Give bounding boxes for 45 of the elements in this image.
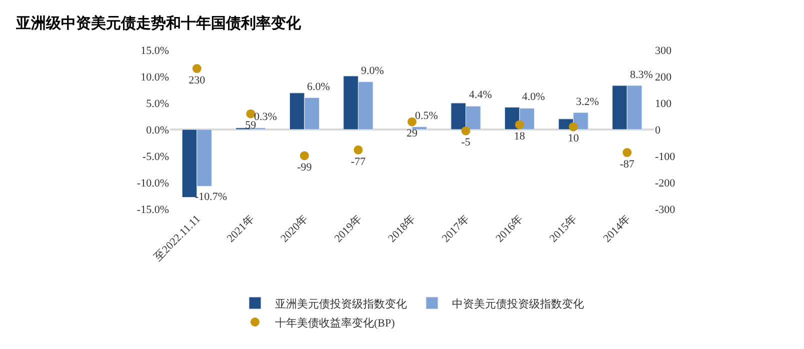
y2-tick-label: 100 — [655, 98, 672, 110]
legend-label: 中资美元债投资级指数变化 — [452, 297, 584, 310]
y2-tick-label: -300 — [655, 204, 676, 216]
y-tick-label: -15.0% — [136, 204, 169, 216]
point — [568, 122, 578, 132]
data-label: 3.2% — [576, 96, 599, 108]
data-label: 10 — [568, 132, 580, 145]
data-label: 4.0% — [522, 91, 545, 103]
point — [461, 126, 470, 136]
data-label: 8.3% — [630, 69, 653, 81]
data-label: -87 — [620, 158, 635, 170]
data-label: 230 — [188, 74, 206, 86]
data-label: 29 — [406, 128, 418, 140]
point — [192, 64, 202, 74]
data-label: -77 — [350, 156, 366, 168]
y-tick-label: -10.0% — [136, 177, 169, 190]
data-label: -5 — [461, 136, 471, 149]
legend-label: 十年美债收益率变化(BP) — [275, 316, 396, 330]
y2-tick-label: -100 — [655, 150, 676, 163]
y-tick-label: -5.0% — [142, 150, 169, 163]
y-tick-label: 5.0% — [146, 98, 169, 110]
y2-tick-label: -200 — [655, 177, 676, 190]
data-label: 9.0% — [361, 65, 384, 77]
point — [408, 117, 416, 126]
point — [246, 109, 256, 118]
legend-label: 亚洲美元债投资级指数变化 — [275, 297, 407, 310]
data-label: 6.0% — [307, 81, 330, 93]
data-label: 4.4% — [469, 89, 492, 101]
point — [515, 120, 524, 130]
data-label: 0.3% — [254, 111, 277, 123]
point — [354, 145, 363, 154]
y-tick-label: 15.0% — [140, 44, 169, 57]
data-label: -10.7% — [195, 191, 228, 203]
y-tick-label: 10.0% — [140, 71, 169, 84]
data-label: -99 — [297, 162, 312, 174]
y-tick-label: 0.0% — [146, 124, 169, 136]
bar — [412, 126, 428, 130]
data-label: 0.5% — [415, 110, 438, 122]
y2-tick-label: 300 — [655, 44, 672, 57]
chart-title: 亚洲级中资美元债走势和十年国债利率变化 — [15, 14, 302, 32]
point — [622, 148, 632, 158]
y2-tick-label: 200 — [655, 71, 672, 84]
point — [300, 151, 309, 160]
y2-tick-label: 0 — [655, 124, 661, 136]
data-label: 18 — [514, 130, 526, 143]
